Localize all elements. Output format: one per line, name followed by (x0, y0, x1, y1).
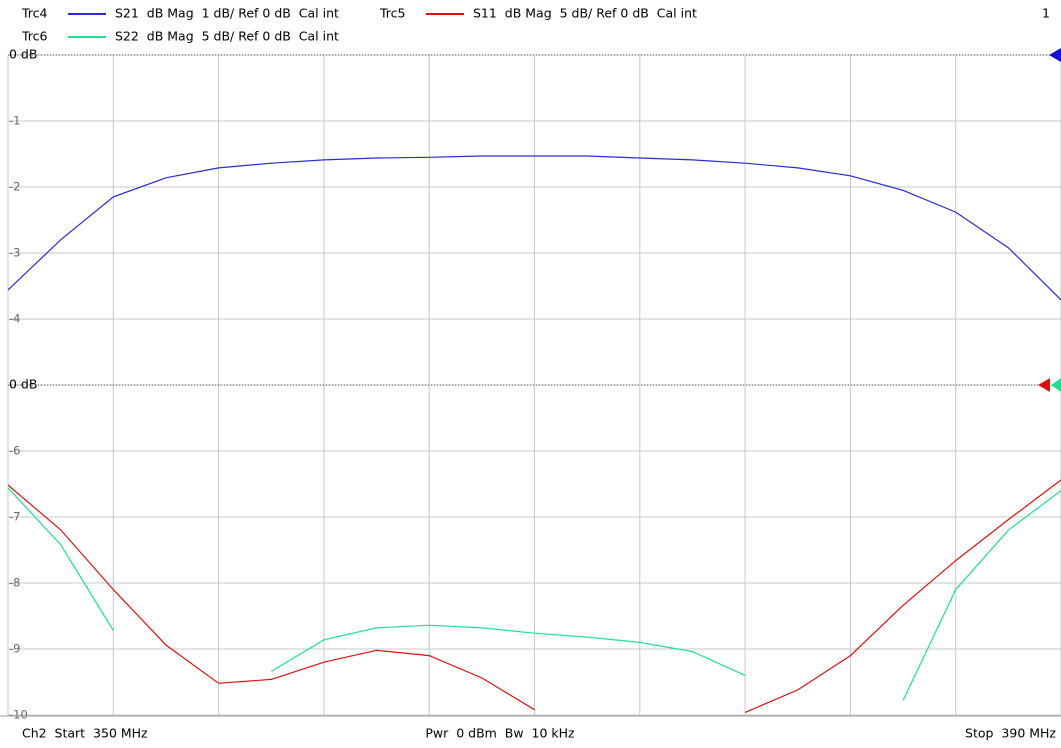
legend-label: S11 dB Mag 5 dB/ Ref 0 dB Cal int (473, 6, 697, 21)
legend-trace: Trc6 (21, 29, 48, 44)
y-tick-label: 0 dB (9, 377, 37, 392)
y-tick-label: -8 (9, 576, 20, 590)
trace-line (8, 155, 1061, 301)
ref-marker (1038, 378, 1050, 392)
legend-label: S22 dB Mag 5 dB/ Ref 0 dB Cal int (115, 29, 339, 44)
y-tick-label: -9 (9, 642, 20, 656)
y-tick-label: -10 (9, 708, 28, 722)
y-tick-label: -7 (9, 510, 20, 524)
traces (8, 155, 1061, 713)
trace-line (8, 479, 1061, 713)
footer-left: Ch2 Start 350 MHz (22, 726, 148, 741)
legend-label: S21 dB Mag 1 dB/ Ref 0 dB Cal int (115, 6, 339, 21)
y-tick-label: -6 (9, 444, 20, 458)
y-tick-label: -4 (9, 312, 20, 326)
footer-center: Pwr 0 dBm Bw 10 kHz (425, 726, 575, 741)
trace-line (8, 487, 1061, 701)
y-tick-label: -1 (9, 114, 20, 128)
y-tick-label: 0 dB (9, 47, 37, 62)
legend-trace: Trc4 (21, 6, 48, 21)
grid: 0 dB -1 -2 -3 -4 0 dB -6 -7 -8 -9 -10 (7, 47, 1061, 722)
channel-number: 1 (1042, 6, 1050, 21)
legend-trace: Trc5 (379, 6, 406, 21)
footer-right: Stop 390 MHz (965, 726, 1056, 741)
y-tick-label: -3 (9, 246, 20, 260)
ref-marker (1049, 48, 1061, 62)
ref-marker (1051, 378, 1061, 392)
y-tick-label: -2 (9, 180, 20, 194)
